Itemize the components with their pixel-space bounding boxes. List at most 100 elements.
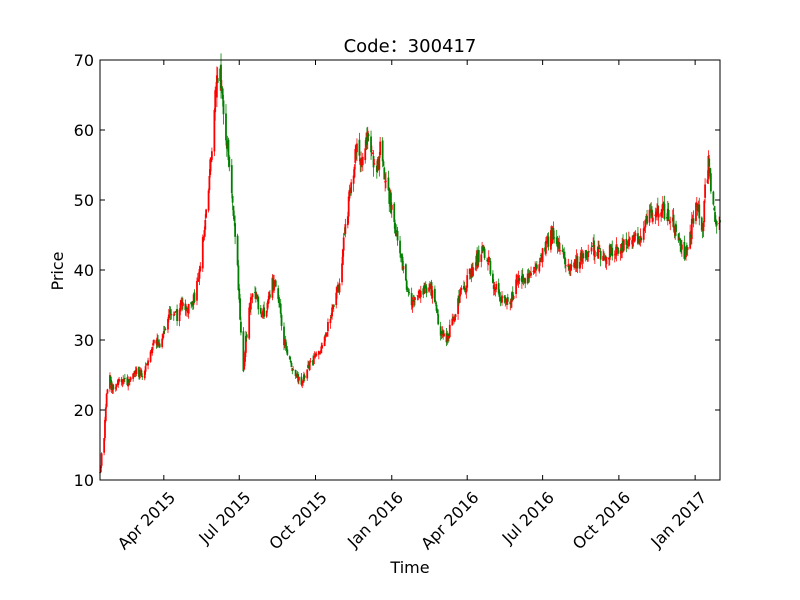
candle-body <box>308 362 311 370</box>
candle-body <box>401 256 404 270</box>
candle-body <box>555 237 558 245</box>
candle-body <box>564 257 566 265</box>
x-tick-label: Jan 2016 <box>343 488 407 552</box>
candle-body <box>298 376 300 381</box>
candle-body <box>285 346 288 351</box>
candle-body <box>576 256 579 269</box>
candle-body <box>267 299 270 304</box>
candle-body <box>115 384 118 388</box>
candle-body <box>274 280 277 287</box>
candle-body <box>703 200 706 223</box>
candle-body <box>178 309 181 322</box>
candle-body <box>559 250 561 252</box>
candle-body <box>162 335 164 339</box>
candle-body <box>367 134 370 136</box>
candle-body <box>244 335 247 353</box>
candle-body <box>283 326 285 346</box>
candle-body <box>309 361 312 362</box>
candle-body <box>480 254 483 262</box>
candle-body <box>138 371 141 379</box>
candle-body <box>179 303 182 312</box>
candle-body <box>593 250 596 258</box>
candle-body <box>216 78 219 83</box>
candle-body <box>240 321 242 333</box>
candle-body <box>706 179 709 183</box>
candle-body <box>491 273 494 283</box>
candle-body <box>167 314 170 320</box>
candle-body <box>482 246 484 252</box>
candle-body <box>642 228 645 240</box>
candle-body <box>121 381 124 384</box>
candle-body <box>353 166 356 178</box>
candle-body <box>190 302 193 305</box>
candle-body <box>123 377 126 379</box>
candle-body <box>381 140 384 162</box>
candle-body <box>695 203 697 221</box>
candle-body <box>269 294 271 298</box>
candle-body <box>704 184 706 198</box>
candle-body <box>675 224 677 232</box>
candle-body <box>279 303 282 314</box>
candle-body <box>453 317 456 322</box>
candle-body <box>384 181 387 183</box>
candle-body <box>360 159 362 166</box>
candle-body <box>326 332 329 334</box>
candle-body <box>234 223 237 237</box>
candle-body <box>465 285 468 293</box>
candle-body <box>622 239 625 251</box>
candle-body <box>533 270 536 273</box>
candle-body <box>582 253 585 259</box>
candle-body <box>320 346 323 354</box>
candle-body <box>371 153 374 154</box>
y-tick-label: 10 <box>74 471 94 490</box>
candle-body <box>331 307 333 317</box>
candle-body <box>540 255 542 256</box>
x-tick-label: Apr 2016 <box>417 488 482 553</box>
candle-body <box>708 158 711 167</box>
candle-body <box>184 303 187 311</box>
candle-body <box>288 356 291 360</box>
candle-body <box>127 380 130 387</box>
candle-body <box>323 336 326 347</box>
candle-body <box>356 143 358 153</box>
candle-body <box>203 229 206 238</box>
candle-body <box>460 287 463 291</box>
candle-body <box>233 216 236 221</box>
candle-body <box>709 168 711 174</box>
candle-body <box>616 246 619 249</box>
candle-body <box>315 353 318 356</box>
candle-body <box>483 248 486 258</box>
candle-body <box>498 291 501 298</box>
candle-body <box>301 380 304 385</box>
candle-body <box>244 352 246 362</box>
candle-body <box>615 244 618 256</box>
candle-body <box>354 148 357 163</box>
candle-body <box>590 247 593 252</box>
candle-body <box>201 237 204 269</box>
candle-body <box>497 283 500 294</box>
candle-body <box>411 300 414 308</box>
candle-body <box>412 299 415 301</box>
candle-body <box>442 330 445 335</box>
candle-body <box>263 307 266 317</box>
candle-body <box>152 343 154 346</box>
candle-body <box>660 212 663 217</box>
candle-body <box>232 205 235 216</box>
candle-body <box>561 250 564 252</box>
candle-body <box>370 150 373 151</box>
candle-body <box>535 264 538 269</box>
candle-body <box>284 339 287 347</box>
candle-body <box>341 263 343 283</box>
candle-body <box>172 314 175 316</box>
candle-body <box>254 291 257 299</box>
candle-body <box>651 217 654 222</box>
candle-body <box>170 314 173 316</box>
candle-body <box>591 246 594 248</box>
candle-body <box>462 286 465 289</box>
candle-body <box>714 212 716 222</box>
candle-body <box>385 180 387 182</box>
candle-body <box>643 226 646 229</box>
candle-body <box>330 317 333 319</box>
candle-body <box>225 113 227 141</box>
candle-body <box>152 339 155 344</box>
